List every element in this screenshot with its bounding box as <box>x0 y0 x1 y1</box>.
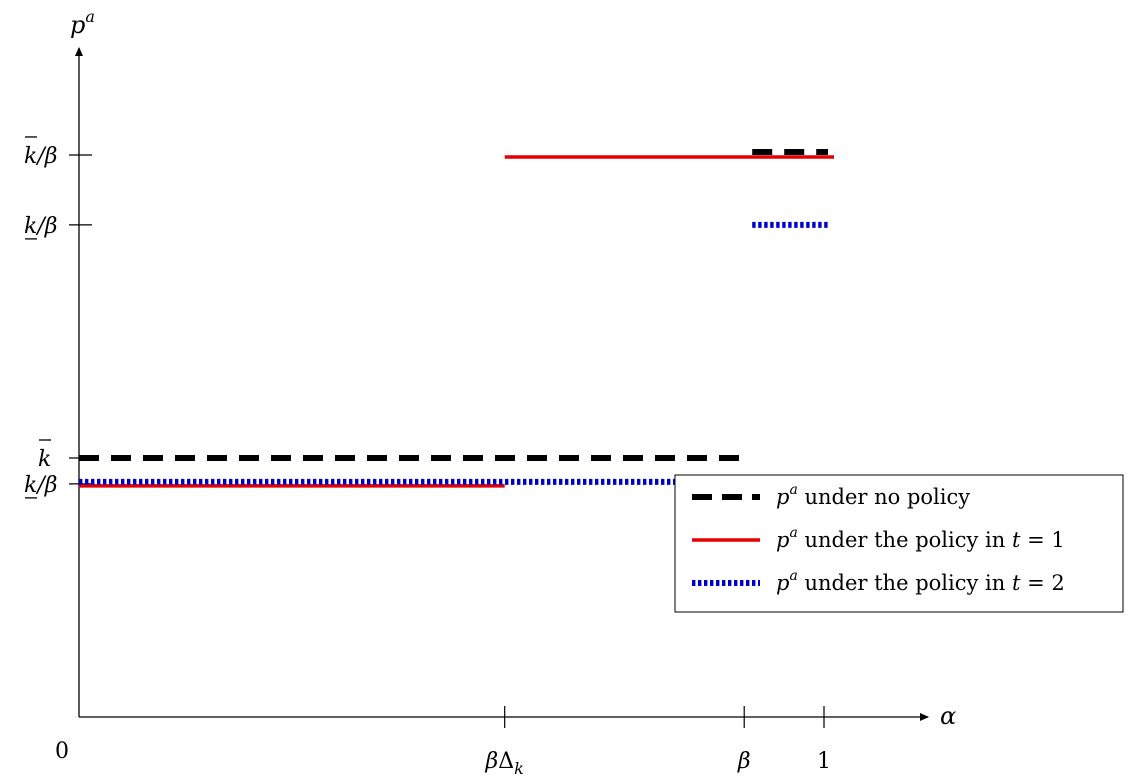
y-tick-label: k/β <box>24 214 57 239</box>
y-tick-label: k/β <box>24 473 57 498</box>
y-axis-label-superscript: a <box>85 7 95 26</box>
x-tick-label: βΔk <box>485 749 524 776</box>
y-axis-label: pa <box>70 7 95 39</box>
legend-label: pa under the policy in t = 2 <box>776 568 1065 595</box>
legend: pa under no policy pa under the policy in… <box>674 474 1124 613</box>
x-axis-label: α <box>940 702 956 730</box>
legend-box <box>674 474 1124 613</box>
y-tick-label: k/β <box>24 144 57 169</box>
origin-label: 0 <box>55 739 69 764</box>
series-layer <box>79 148 834 488</box>
legend-label: pa under the policy in t = 1 <box>776 525 1065 552</box>
x-tick-label: β <box>737 749 751 774</box>
legend-label: pa under no policy <box>776 482 970 509</box>
y-tick-label: k <box>38 447 51 472</box>
x-tick-label: 1 <box>817 749 831 774</box>
